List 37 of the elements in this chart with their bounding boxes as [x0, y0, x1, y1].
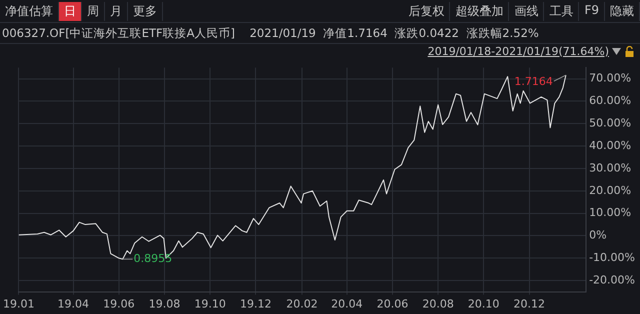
- text: 后复权: [403, 2, 450, 20]
- x-tick-label: 19.08: [148, 297, 180, 310]
- text: 画线: [509, 2, 544, 20]
- x-tick-label: 19.04: [58, 297, 90, 310]
- y-tick-label: -20.00%: [589, 273, 636, 286]
- text: 月: [105, 2, 128, 20]
- y-tick-label: 40.00%: [589, 138, 632, 152]
- x-tick-label: 20.12: [514, 297, 546, 310]
- annotation: 1.7164: [514, 74, 553, 88]
- text: 更多: [128, 2, 163, 20]
- chart-title: 006327.OF[中证海外互联ETF联接A人民币] 2021/01/19 净值1.7164 涨跌0.0422 涨跌幅2.52%: [0, 23, 640, 44]
- y-tick-label: 30.00%: [589, 161, 632, 174]
- y-tick-label: -10.00%: [589, 251, 636, 264]
- text: 周: [82, 2, 105, 20]
- text: 日: [59, 2, 82, 20]
- chart-subtitle: 2019/01/18-2021/01/19(71.64%): [428, 44, 609, 58]
- x-tick-label: 20.02: [286, 297, 318, 310]
- text: 净值估算: [0, 2, 59, 20]
- text: 工具: [544, 2, 580, 20]
- y-tick-label: 60.00%: [589, 94, 632, 108]
- x-tick-label: 20.06: [376, 297, 408, 310]
- x-tick-label: 20.10: [468, 297, 500, 310]
- y-tick-label: 70.00%: [589, 72, 632, 85]
- y-tick-label: 20.00%: [589, 184, 632, 197]
- x-tick-label: 20.08: [422, 297, 454, 310]
- x-tick-label: 19.10: [194, 297, 226, 310]
- x-tick-label: 19.01: [2, 297, 34, 310]
- x-tick-label: 19.06: [103, 297, 135, 310]
- y-tick-label: 10.00%: [589, 206, 632, 220]
- text: 隐藏: [605, 2, 640, 20]
- x-tick-label: 20.04: [331, 297, 363, 310]
- y-tick-label: 0%: [589, 228, 607, 242]
- text: F9: [579, 2, 605, 20]
- text: 超级叠加: [450, 2, 510, 20]
- x-tick-label: 19.12: [240, 297, 272, 310]
- y-tick-label: 50.00%: [589, 116, 632, 130]
- annotation: 0.8955: [134, 252, 172, 266]
